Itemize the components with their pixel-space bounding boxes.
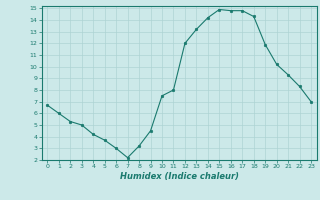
X-axis label: Humidex (Indice chaleur): Humidex (Indice chaleur) — [120, 172, 239, 181]
